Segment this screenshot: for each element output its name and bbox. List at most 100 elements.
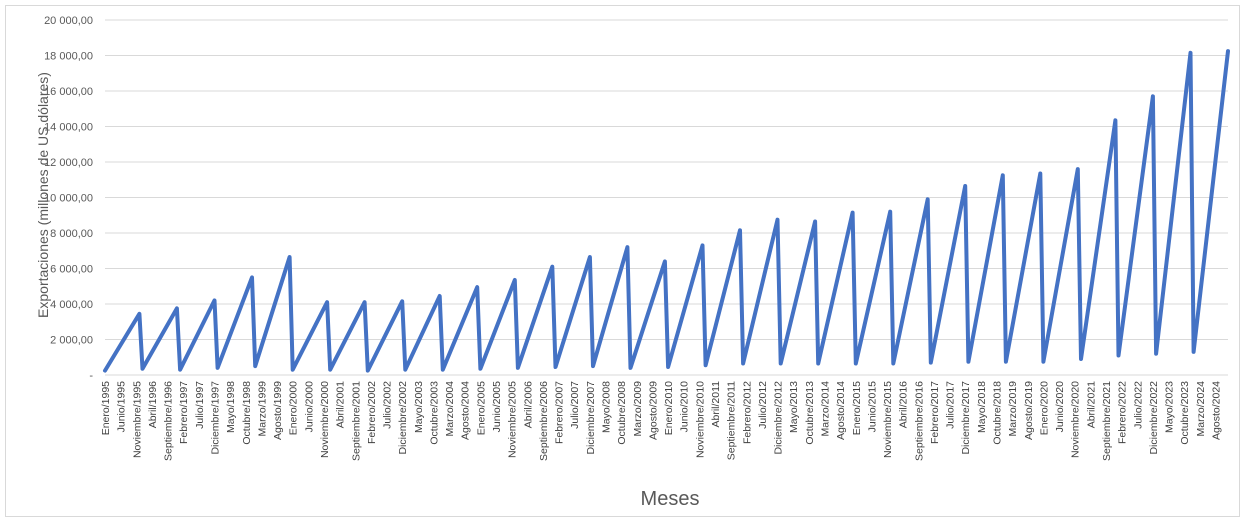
x-tick-label: Diciembre/2002 [397, 381, 409, 455]
data-point [664, 260, 666, 262]
x-tick-label: Julio/2002 [382, 381, 394, 429]
y-tick-label: - [89, 370, 93, 382]
x-tick-label: Noviembre/2000 [319, 381, 331, 458]
data-point [1080, 358, 1082, 360]
y-tick-label: 20 000,00 [44, 15, 93, 27]
data-point [889, 211, 891, 213]
x-tick-label: Abril/2001 [335, 381, 347, 428]
x-tick-label: Enero/2010 [663, 381, 675, 435]
data-point [292, 369, 294, 371]
data-point [1042, 361, 1044, 363]
x-tick-label: Julio/2017 [945, 381, 957, 429]
data-point [1039, 173, 1041, 174]
data-point [142, 368, 143, 370]
data-point [927, 198, 929, 200]
x-tick-label: Agosto/2014 [835, 381, 847, 440]
x-tick-label: Agosto/2019 [1023, 381, 1035, 440]
y-tick-label: 18 000,00 [44, 51, 93, 63]
x-tick-label: Febrero/1997 [178, 381, 190, 444]
data-point [1002, 174, 1004, 176]
x-tick-label: Diciembre/1997 [209, 381, 221, 455]
data-point [442, 369, 444, 371]
x-tick-label: Diciembre/2022 [1148, 381, 1160, 455]
x-tick-label: Febrero/2022 [1117, 381, 1129, 444]
x-tick-label: Octubre/2018 [992, 381, 1004, 445]
x-tick-label: Enero/2005 [475, 381, 487, 435]
x-tick-label: Noviembre/2010 [694, 381, 706, 458]
series-line [103, 49, 1230, 373]
x-tick-label: Septiembre/2011 [726, 381, 738, 460]
data-point [814, 221, 816, 222]
x-tick-label: Abril/2006 [522, 381, 534, 428]
y-tick-label: 4 000,00 [50, 299, 93, 311]
data-point [589, 256, 591, 258]
y-axis-label: Exportaciones (millones de US dólares) [35, 72, 51, 318]
data-point [1227, 50, 1229, 52]
data-point [702, 244, 703, 246]
data-point [1118, 355, 1119, 356]
x-tick-label: Febrero/2012 [741, 381, 753, 444]
x-tick-label: Junio/2015 [866, 381, 878, 433]
data-point [517, 367, 519, 369]
x-tick-label: Junio/2000 [303, 381, 315, 433]
x-tick-label: Junio/1995 [116, 381, 128, 433]
data-point [667, 366, 669, 368]
data-point [705, 364, 707, 366]
data-point [214, 299, 215, 301]
data-point [964, 185, 966, 187]
x-tick-label: Mayo/2013 [788, 381, 800, 433]
data-point [176, 307, 178, 309]
x-tick-label: Marzo/2014 [819, 381, 831, 437]
data-point [555, 366, 556, 368]
x-tick-label: Septiembre/2021 [1101, 381, 1113, 461]
data-point [855, 363, 857, 364]
y-tick-label: 10 000,00 [44, 193, 93, 205]
data-point [777, 219, 778, 221]
x-tick-label: Agosto/2024 [1210, 381, 1222, 440]
data-point [817, 363, 819, 364]
data-point [1152, 95, 1154, 97]
x-axis-label: Meses [641, 488, 700, 510]
data-point [254, 365, 256, 367]
x-tick-labels: Enero/1995 Junio/1995 Noviembre/1995 Abril/… [100, 381, 1222, 461]
y-tick-label: 2 000,00 [50, 335, 93, 347]
data-point [289, 256, 291, 258]
x-tick-label: Marzo/1999 [256, 381, 268, 437]
data-point [329, 369, 331, 371]
data-point [1005, 361, 1007, 363]
data-point [930, 362, 932, 364]
data-point [479, 368, 481, 370]
x-tick-label: Mayo/2023 [1164, 381, 1176, 433]
x-tick-label: Abril/2011 [710, 381, 722, 428]
x-tick-label: Noviembre/2015 [882, 381, 894, 458]
data-point [739, 229, 741, 231]
data-point [326, 301, 328, 303]
data-point [367, 370, 369, 372]
x-tick-label: Mayo/2003 [413, 381, 425, 433]
x-tick-label: Octubre/2013 [804, 381, 816, 445]
x-tick-label: Diciembre/2012 [773, 381, 785, 455]
x-tick-label: Septiembre/2006 [538, 381, 550, 461]
x-tick-label: Marzo/2019 [1007, 381, 1019, 437]
data-point [780, 363, 782, 364]
data-point [892, 363, 894, 364]
x-tick-label: Marzo/2009 [632, 381, 644, 437]
x-tick-label: Junio/2010 [679, 381, 691, 433]
x-tick-label: Noviembre/1995 [131, 381, 143, 458]
x-tick-label: Mayo/2008 [601, 381, 613, 433]
data-point [179, 369, 181, 371]
x-tick-label: Julio/2012 [757, 381, 769, 429]
data-point [401, 300, 403, 302]
data-point [1190, 52, 1191, 54]
data-point [626, 246, 628, 248]
data-point [551, 266, 553, 268]
x-tick-label: Octubre/1998 [241, 381, 253, 445]
data-point [742, 363, 744, 364]
data-point [104, 370, 106, 372]
data-point [1155, 353, 1157, 355]
y-tick-label: 8 000,00 [50, 228, 93, 240]
data-point [476, 286, 478, 288]
x-tick-label: Octubre/2023 [1179, 381, 1191, 445]
data-point [439, 295, 441, 297]
